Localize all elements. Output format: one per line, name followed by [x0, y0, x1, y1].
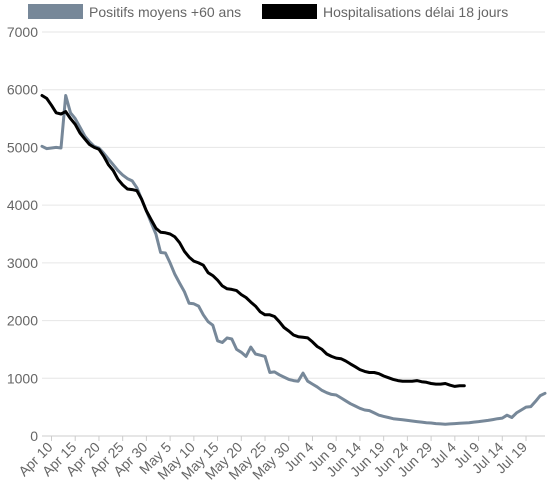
y-tick-label: 7000 [7, 24, 38, 40]
y-tick-label: 5000 [7, 139, 38, 155]
series-lines [40, 94, 547, 426]
y-axis: 0 1000 2000 3000 4000 5000 6000 7000 [7, 24, 38, 444]
y-tick-label: 3000 [7, 255, 38, 271]
legend-label-hospitalisations: Hospitalisations délai 18 jours [323, 4, 508, 20]
legend-item-positifs[interactable]: Positifs moyens +60 ans [28, 4, 241, 20]
legend-swatch-positifs [28, 4, 83, 19]
series-line-hospitalisations [40, 94, 466, 388]
gridlines [42, 31, 545, 437]
legend-item-hospitalisations[interactable]: Hospitalisations délai 18 jours [262, 4, 508, 20]
series-line-positifs [40, 94, 547, 426]
legend-swatch-hospitalisations [262, 4, 317, 19]
y-tick-label: 6000 [7, 82, 38, 98]
y-tick-label: 4000 [7, 197, 38, 213]
legend-label-positifs: Positifs moyens +60 ans [89, 4, 241, 20]
legend[interactable]: Positifs moyens +60 ans Hospitalisations… [28, 4, 508, 20]
y-tick-label: 0 [30, 428, 38, 444]
y-tick-label: 1000 [7, 370, 38, 386]
y-tick-label: 2000 [7, 313, 38, 329]
